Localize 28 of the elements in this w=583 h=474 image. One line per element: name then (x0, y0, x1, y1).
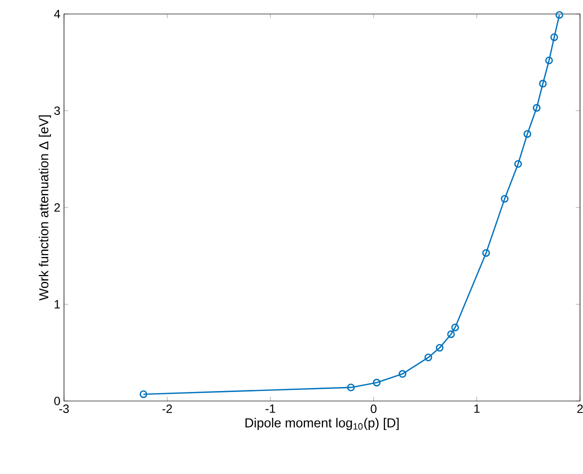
x-tick-label: 0 (370, 404, 376, 414)
y-tick-label: 3 (54, 106, 60, 115)
point (500, 194, 509, 203)
y-tick-label: 4 (54, 10, 60, 18)
x-tick-label: 1 (474, 404, 480, 413)
point (436, 344, 444, 352)
x-tick-label: 2 (577, 404, 583, 413)
point (545, 56, 553, 64)
point (532, 104, 541, 112)
point (550, 33, 558, 42)
x-axis-title: Dipole moment log$_{10}$(p) [D] (246, 418, 399, 430)
point (451, 324, 459, 332)
point (424, 354, 432, 362)
y-tick-label: 1 (54, 300, 60, 308)
point (539, 80, 547, 88)
point (372, 378, 381, 386)
point (447, 330, 455, 338)
x-tick-label: -3 (59, 404, 69, 414)
y-tick-label: 2 (54, 203, 60, 212)
point (514, 160, 522, 168)
point (482, 249, 490, 257)
point (524, 130, 532, 138)
point (398, 370, 406, 378)
y-tick-label: 0 (54, 396, 60, 406)
point (347, 384, 355, 392)
x-tick-label: -2 (162, 404, 172, 413)
x-tick-label: -1 (266, 404, 276, 413)
y-axis-title: Work function attenuation Δ [eV] (38, 115, 51, 301)
